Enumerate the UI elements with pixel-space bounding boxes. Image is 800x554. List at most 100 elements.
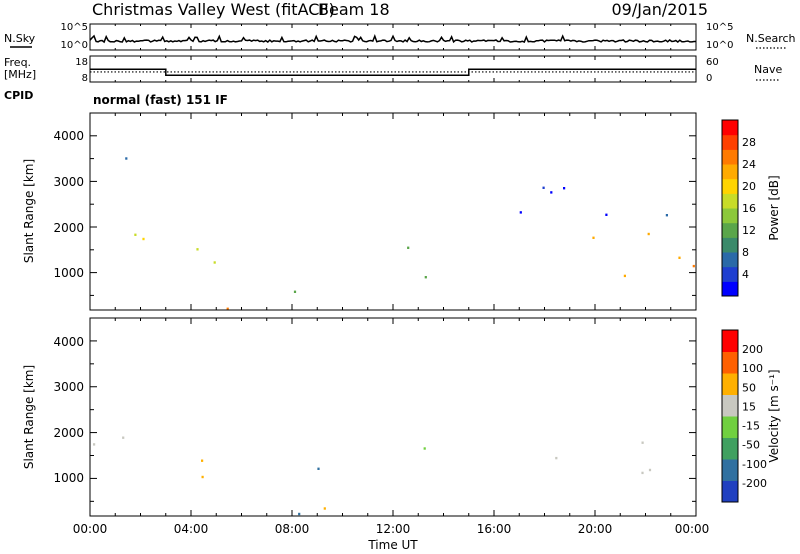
colorbar-tick-label: 8 [742, 246, 749, 259]
heat-cell [122, 436, 125, 439]
heat-cell [550, 191, 553, 194]
heat-cell [298, 512, 301, 516]
heat-cell [423, 447, 426, 450]
heat-cell [678, 256, 681, 259]
heat-cell [592, 236, 595, 239]
freq-label: Freq. [4, 56, 31, 69]
nsearch-label: N.Search [746, 32, 796, 45]
velocity-panel-ticks [89, 317, 697, 516]
freq-tick-low: 8 [82, 73, 88, 84]
heat-cell [641, 471, 644, 475]
colorbar-segment [722, 120, 738, 136]
noise-tick-low-left: 10^0 [61, 40, 88, 51]
velocity-heatmap [93, 436, 652, 516]
xtick-0000: 00:00 [73, 522, 108, 536]
power-colorbar-ticks: 28 24 20 16 12 8 4 [742, 136, 756, 281]
colorbar-segment [722, 480, 738, 503]
colorbar-tick-label: -15 [742, 420, 760, 433]
xtick-0400: 04:00 [174, 522, 209, 536]
heat-cell [93, 443, 96, 446]
colorbar-tick-label: 100 [742, 362, 763, 375]
heat-cell [323, 507, 326, 510]
xtick-1200: 12:00 [376, 522, 411, 536]
colorbar-segment [722, 193, 738, 209]
heat-cell [605, 213, 608, 216]
xtick-2000: 20:00 [578, 522, 613, 536]
heat-cell [196, 248, 199, 251]
colorbar-tick-label: 28 [742, 136, 756, 149]
colorbar-segment [722, 351, 738, 374]
colorbar-segment [722, 373, 738, 395]
colorbar-tick-label: 12 [742, 224, 756, 237]
heat-cell [407, 246, 410, 249]
colorbar-segment [722, 178, 738, 194]
heat-cell [201, 459, 204, 462]
colorbar-segment [722, 252, 738, 268]
heat-cell [641, 441, 644, 444]
colorbar-segment [722, 149, 738, 165]
cpid-label: CPID [4, 89, 33, 102]
heat-cell [424, 276, 427, 279]
date-label: 09/Jan/2015 [611, 0, 708, 19]
beam-label: Beam 18 [318, 0, 390, 19]
station-title: Christmas Valley West (fitACF) [92, 0, 335, 19]
nave-label: Nave [754, 63, 782, 76]
heat-cell [692, 264, 695, 268]
velocity-colorbar [722, 330, 738, 503]
nave-tick-high: 60 [706, 57, 719, 68]
power-heatmap [125, 157, 695, 310]
colorbar-segment [722, 459, 738, 481]
heat-cell [226, 307, 229, 310]
xtick-0800: 08:00 [275, 522, 310, 536]
heat-cell [134, 233, 137, 236]
colorbar-segment [722, 437, 738, 460]
heat-cell [201, 475, 204, 479]
heat-cell [648, 468, 652, 472]
xlabel: Time UT [367, 538, 418, 552]
velocity-ytick-4000: 4000 [53, 335, 84, 349]
power-scale-title: Power [dB] [767, 175, 781, 240]
power-colorbar-frame [721, 119, 739, 297]
colorbar-tick-label: -50 [742, 439, 760, 452]
colorbar-tick-label: 4 [742, 268, 749, 281]
heat-cell [213, 261, 216, 264]
power-panel-frame [89, 112, 697, 311]
colorbar-segment [722, 281, 738, 297]
velocity-ytick-2000: 2000 [53, 426, 84, 440]
colorbar-tick-label: 200 [742, 343, 763, 356]
frequency-panel-ticks [89, 56, 697, 82]
colorbar-tick-label: -200 [742, 477, 767, 490]
cpid-value: normal (fast) 151 IF [93, 93, 228, 107]
colorbar-tick-label: 15 [742, 400, 756, 413]
heat-cell [647, 232, 650, 236]
velocity-ytick-3000: 3000 [53, 380, 84, 394]
power-ytick-1000: 1000 [53, 266, 84, 280]
colorbar-tick-label: 20 [742, 180, 756, 193]
nsky-label: N.Sky [4, 32, 36, 45]
noise-tick-low-right: 10^0 [706, 40, 733, 51]
power-colorbar [722, 120, 738, 297]
velocity-ytick-1000: 1000 [53, 471, 84, 485]
velocity-colorbar-frame [721, 329, 739, 503]
heat-cell [293, 290, 297, 293]
power-panel-ticks [89, 112, 697, 310]
frequency-line [90, 68, 696, 77]
nave-tick-low: 0 [706, 73, 712, 84]
colorbar-segment [722, 208, 738, 224]
velocity-ylabel: Slant Range [km] [22, 365, 36, 469]
colorbar-segment [722, 237, 738, 253]
noise-panel-ticks [89, 24, 697, 50]
power-ylabel: Slant Range [km] [22, 159, 36, 263]
velocity-panel-frame [89, 317, 697, 517]
xtick-1600: 16:00 [477, 522, 512, 536]
colorbar-tick-label: 16 [742, 202, 756, 215]
freq-tick-high: 18 [75, 57, 88, 68]
noise-tick-high-left: 10^5 [61, 22, 88, 33]
power-ytick-4000: 4000 [53, 129, 84, 143]
xtick-2400: 00:00 [675, 522, 710, 536]
colorbar-segment [722, 134, 738, 150]
colorbar-tick-label: 24 [742, 158, 756, 171]
heat-cell [665, 214, 668, 217]
power-ytick-3000: 3000 [53, 175, 84, 189]
